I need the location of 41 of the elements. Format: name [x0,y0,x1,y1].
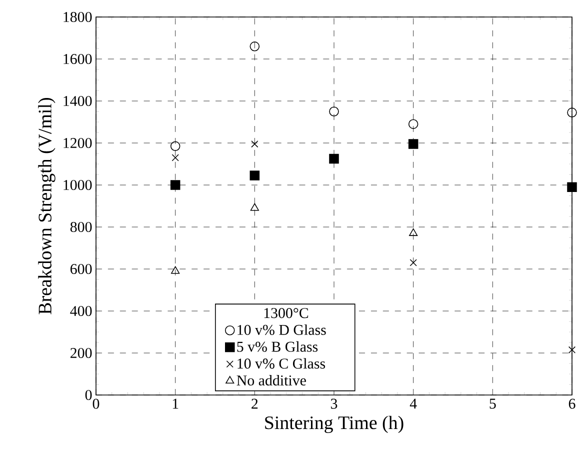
point [567,108,577,118]
x-tick-label: 6 [568,398,576,409]
y-tick-label: 200 [70,348,92,358]
point [410,259,417,266]
y-tick-label: 1400 [64,96,92,106]
y-tick-label: 1200 [64,138,92,148]
y-tick-label: 400 [70,306,92,316]
point [408,139,418,149]
point [250,203,259,211]
point [408,119,418,129]
point [250,42,260,52]
x-tick-label: 3 [330,398,338,409]
x-tick-label: 5 [490,398,496,409]
x-axis-title: Sintering Time (h) [265,416,404,434]
point [251,140,258,148]
point [250,170,260,180]
point [567,182,577,192]
point [329,106,339,116]
y-tick-label: 0 [85,390,92,400]
point [568,346,576,354]
point [170,141,180,152]
point [170,180,180,190]
y-tick-label: 1600 [64,54,92,64]
y-tick-label: 800 [70,222,92,232]
point [329,154,339,164]
legend-label: No additive [236,374,306,386]
y-axis-title: Breakdown Strength (V/mil) [38,98,56,314]
point [409,228,418,236]
y-tick-label: 1000 [64,180,92,190]
x-tick-label: 2 [252,398,258,409]
x-tick-label: 4 [410,398,417,409]
legend-label: 10 v% C Glass [238,358,326,369]
legend-label: 10 v% D Glass [238,324,326,336]
x-tick-label: 0 [92,398,100,409]
y-tick-label: 600 [70,264,92,274]
x-tick-label: 1 [172,398,178,409]
y-tick-label: 1800 [64,12,92,22]
legend-title: 1300°C [264,308,308,318]
point [172,154,179,162]
legend-label: 5 v% B Glass [237,341,318,352]
point [171,266,180,274]
